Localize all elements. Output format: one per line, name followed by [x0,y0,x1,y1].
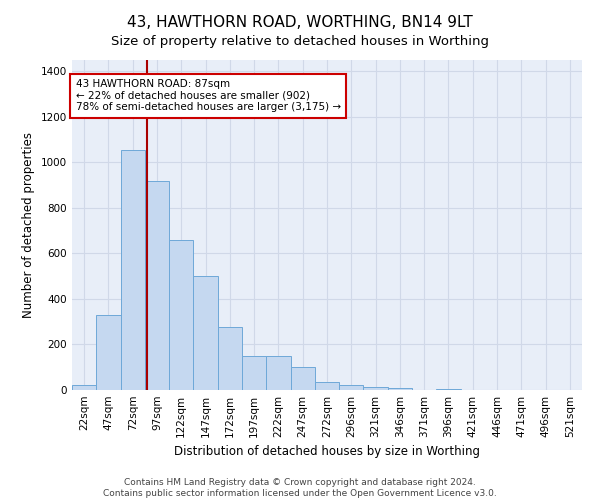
Bar [145,180,169,390]
Bar [193,276,218,390]
Bar [364,386,388,390]
Bar [339,386,364,390]
Bar [290,367,315,390]
Text: 43 HAWTHORN ROAD: 87sqm
← 22% of detached houses are smaller (902)
78% of semi-d: 43 HAWTHORN ROAD: 87sqm ← 22% of detache… [76,79,341,112]
Bar [169,240,193,390]
Bar [121,150,145,390]
Bar [388,388,412,390]
Text: Size of property relative to detached houses in Worthing: Size of property relative to detached ho… [111,35,489,48]
Bar [266,356,290,390]
Bar [96,315,121,390]
Y-axis label: Number of detached properties: Number of detached properties [22,132,35,318]
Bar [436,389,461,390]
Bar [72,386,96,390]
Text: 43, HAWTHORN ROAD, WORTHING, BN14 9LT: 43, HAWTHORN ROAD, WORTHING, BN14 9LT [127,15,473,30]
X-axis label: Distribution of detached houses by size in Worthing: Distribution of detached houses by size … [174,446,480,458]
Bar [242,356,266,390]
Bar [218,328,242,390]
Text: Contains HM Land Registry data © Crown copyright and database right 2024.
Contai: Contains HM Land Registry data © Crown c… [103,478,497,498]
Bar [315,382,339,390]
